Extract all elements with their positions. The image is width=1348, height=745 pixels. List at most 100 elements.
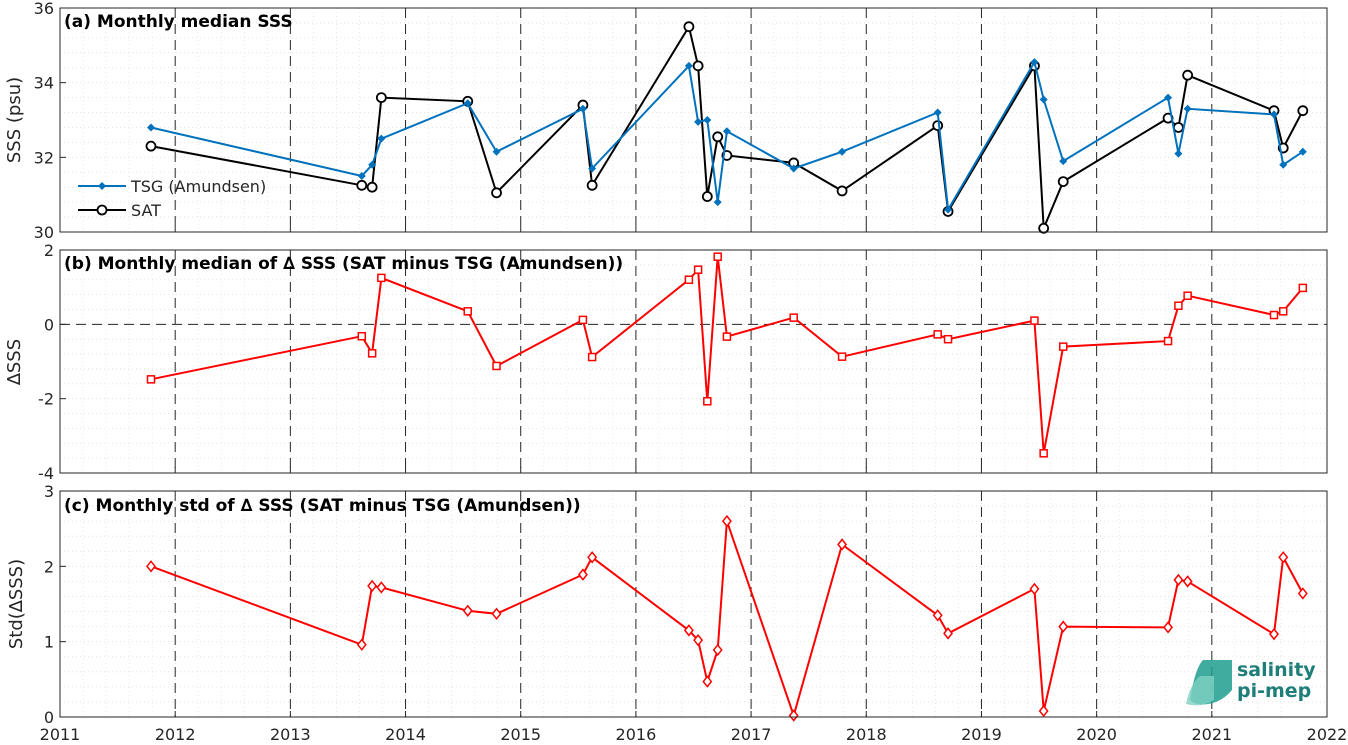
salinity-pi-mep-logo: salinity pi-mep — [1186, 659, 1316, 706]
data-point-circle — [1038, 222, 1050, 234]
data-point-diamond — [1038, 704, 1049, 718]
data-point-square — [463, 307, 472, 316]
panel-a-axes-frame — [59, 7, 1328, 233]
panel-c-title: (c) Monthly std of ∆ SSS (SAT minus TSG … — [64, 496, 581, 516]
data-point-diamond — [1164, 93, 1173, 102]
data-point-square — [1030, 316, 1039, 325]
data-point-circle — [375, 92, 387, 103]
x-tick-label: 2015 — [500, 725, 541, 744]
data-point-square — [377, 273, 386, 283]
logo-wave-shape-light — [1186, 676, 1214, 706]
data-point-diamond — [703, 116, 712, 124]
data-point-square — [943, 334, 953, 344]
data-point-square — [1163, 336, 1173, 346]
data-point-diamond — [1058, 620, 1069, 633]
data-point-circle — [145, 140, 157, 152]
data-point-square — [1058, 342, 1068, 351]
data-point-diamond — [1270, 110, 1279, 119]
panel-c-std-delta-sss: 0 1 2 3 (c) Monthly std of ∆ SSS (SAT minus… — [6, 482, 1328, 727]
data-point-diamond — [944, 205, 953, 214]
data-point-diamond — [713, 198, 722, 207]
x-tick-label: 2014 — [385, 725, 426, 744]
y-tick-label: -4 — [38, 464, 54, 483]
panel-a-monthly-median-sss: 30 32 34 36 (a) Monthly median SSS SSS (psu… — [4, 0, 1328, 242]
panel-c-grid — [59, 491, 1328, 717]
data-point-circle — [1173, 122, 1184, 133]
data-point-square — [578, 315, 588, 325]
data-point-square — [587, 352, 597, 362]
panel-c-y-tick-labels: 0 1 2 3 — [44, 482, 66, 727]
data-point-square — [837, 352, 847, 361]
y-tick-label: 30 — [34, 223, 54, 242]
data-point-diamond — [588, 164, 597, 173]
data-point-square — [933, 330, 942, 339]
data-point-circle — [836, 185, 848, 197]
data-point-diamond — [722, 127, 731, 136]
data-point-diamond — [721, 514, 732, 528]
data-point-diamond — [367, 579, 378, 593]
y-tick-label: -2 — [38, 390, 54, 409]
data-point-diamond — [377, 134, 386, 143]
data-point-diamond — [1298, 147, 1307, 156]
data-point-diamond — [1182, 575, 1193, 588]
panel-a-grid — [59, 8, 1328, 232]
x-tick-label: 2018 — [846, 725, 887, 744]
data-point-diamond — [702, 675, 713, 688]
panel-a-y-axis-label: SSS (psu) — [4, 77, 25, 163]
data-point-circle — [366, 181, 378, 193]
data-point-square — [703, 397, 712, 406]
data-point-circle — [1297, 105, 1309, 117]
data-point-diamond — [1173, 573, 1184, 587]
x-tick-label: 2020 — [1076, 725, 1117, 744]
data-point-square — [1174, 301, 1183, 310]
x-tick-label: 2019 — [961, 725, 1002, 744]
x-tick-labels: 2011 2012 2013 2014 2015 2016 2017 2018 2019 2020… — [40, 725, 1348, 744]
panel-a-series — [145, 21, 1309, 234]
data-point-diamond — [491, 607, 502, 620]
legend-tsg-label: TSG (Amundsen) — [130, 177, 266, 196]
data-point-circle — [692, 60, 704, 72]
panel-b-title: (b) Monthly median of ∆ SSS (SAT minus T… — [64, 254, 623, 274]
data-point-diamond — [492, 147, 501, 156]
data-point-square — [367, 349, 377, 358]
data-point-diamond — [789, 164, 798, 173]
panel-b-y-axis-label: ∆SSS — [4, 339, 25, 386]
y-tick-label: 3 — [44, 482, 54, 501]
panel-c-series — [146, 514, 1308, 722]
data-point-circle — [1057, 176, 1069, 188]
data-point-diamond — [693, 633, 704, 647]
panel-b-axes-frame — [59, 249, 1328, 474]
data-point-diamond — [577, 568, 588, 581]
data-point-diamond — [463, 99, 472, 108]
data-point-square — [1278, 307, 1288, 316]
logo-text-pi-mep: pi-mep — [1237, 680, 1311, 702]
x-tick-label: 2011 — [40, 725, 81, 744]
data-point-circle — [932, 120, 944, 131]
data-point-square — [713, 252, 722, 261]
data-point-square — [789, 313, 798, 322]
logo-text-salinity: salinity — [1237, 659, 1316, 681]
panel-b-delta-sss: -4 -2 0 2 (b) Monthly median of ∆ SSS (SAT … — [4, 241, 1328, 483]
x-tick-label: 2017 — [731, 725, 772, 744]
data-point-diamond — [146, 123, 155, 132]
y-tick-label: 34 — [34, 74, 54, 93]
data-point-diamond — [683, 624, 694, 637]
data-point-diamond — [357, 172, 366, 180]
data-point-diamond — [1297, 587, 1308, 600]
data-point-circle — [586, 179, 598, 191]
legend: TSG (Amundsen) SAT — [78, 177, 266, 220]
data-point-diamond — [1029, 582, 1040, 596]
panel-a-y-tick-labels: 30 32 34 36 — [34, 0, 66, 242]
legend-sat-marker — [96, 204, 108, 216]
panel-b-axes-background — [60, 250, 1327, 473]
data-point-square — [1298, 283, 1308, 293]
y-tick-label: 1 — [44, 633, 54, 652]
panel-c-y-axis-label: Std(∆SSS) — [6, 559, 27, 649]
data-point-diamond — [368, 160, 377, 169]
series-line-delta — [150, 520, 1304, 719]
data-point-diamond — [933, 108, 942, 117]
panel-c-axes-background — [60, 491, 1327, 717]
data-point-square — [1269, 310, 1279, 320]
data-point-square — [1183, 291, 1192, 300]
data-point-diamond — [1030, 58, 1039, 67]
